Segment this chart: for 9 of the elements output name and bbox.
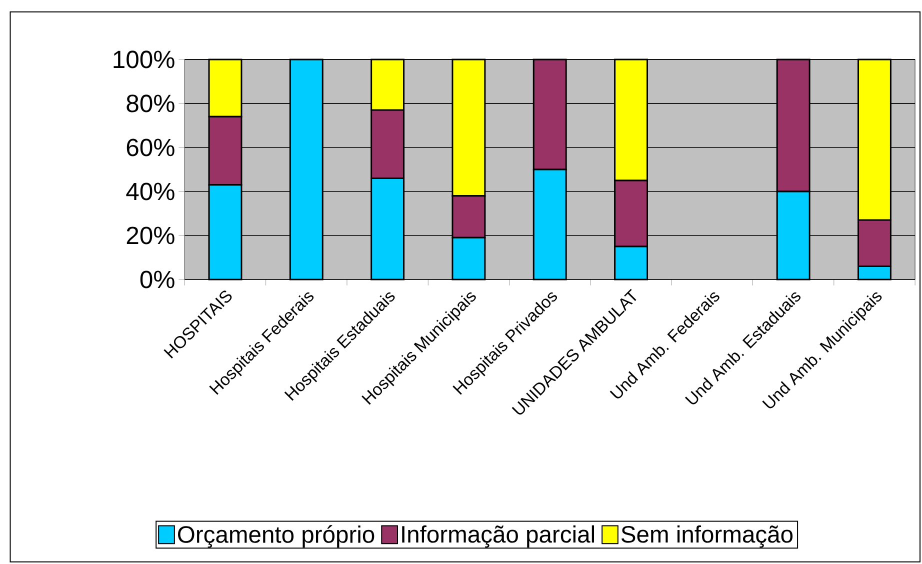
legend-label: Orçamento próprio [178, 525, 374, 548]
y-tick-label: 60% [126, 138, 174, 156]
y-tick-label: 80% [126, 94, 174, 112]
y-tick-label: 100% [114, 50, 174, 68]
legend-label: Informação parcial [402, 525, 594, 548]
y-tick-label: 0% [140, 270, 174, 288]
y-tick-label: 40% [126, 182, 174, 200]
y-tick-label: 20% [126, 226, 174, 244]
legend-label: Sem informação [621, 525, 793, 548]
